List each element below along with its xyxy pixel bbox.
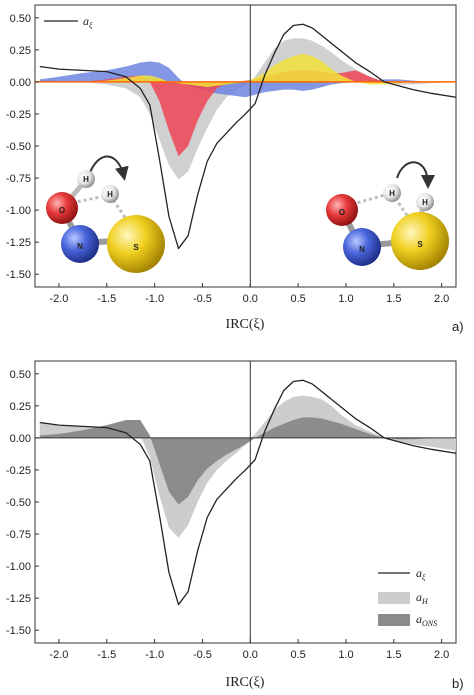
x-tick-label-a: 2.0 (434, 293, 449, 305)
atom-label-o-left: O (59, 206, 65, 215)
y-tick-label-b: -0.25 (6, 465, 31, 477)
series-line-b-2 (39, 379, 457, 606)
atom-label-h1-right: H (389, 189, 395, 198)
x-tick-label-a: 1.0 (338, 293, 353, 305)
legend-sub-b-h: H (421, 597, 429, 606)
atom-sphere-o-left (46, 192, 78, 224)
x-tick-label-b: -0.5 (193, 649, 212, 661)
atom-label-h2-right: H (422, 198, 428, 207)
x-tick-label-a: -1.0 (145, 293, 164, 305)
y-tick-label-b: -1.50 (6, 625, 31, 637)
y-tick-label-a: -0.50 (6, 141, 31, 153)
atom-label-h1-left: H (83, 175, 89, 184)
x-tick-label-a: 0.0 (243, 293, 258, 305)
x-tick-label-b: 1.5 (386, 649, 401, 661)
panel-label-a: a) (452, 319, 464, 334)
y-tick-label-a: -0.75 (6, 173, 31, 185)
atom-label-s-right: S (417, 240, 423, 249)
curved-arrow-right-icon (396, 161, 435, 189)
legend-label-b-h: aH (416, 590, 429, 606)
x-tick-label-b: 0.5 (290, 649, 305, 661)
panel-a: 0.50 0.25 0.00 -0.25 -0.50 -0.75 -1.00 -1.25 -1.… (6, 4, 464, 334)
legend-sub-a-xi: ξ (89, 21, 93, 30)
atom-label-h2-left: H (107, 190, 113, 199)
series-group-b (35, 361, 457, 643)
x-tick-label-a: -1.5 (97, 293, 116, 305)
atom-sphere-s-right (391, 212, 449, 270)
series-area-a-1 (39, 61, 456, 98)
x-tick-label-a: 1.5 (386, 293, 401, 305)
atom-label-n-right: N (359, 245, 365, 254)
series-area-b-1 (39, 417, 456, 505)
x-axis-title-b: IRC(ξ) (226, 675, 265, 690)
legend-swatch-b-ons (378, 614, 410, 626)
x-tick-label-b: -2.0 (49, 649, 68, 661)
ticks-group-a: 0.50 0.25 0.00 -0.25 -0.50 -0.75 -1.00 -1.25 -1.… (6, 13, 449, 305)
molecule-left: S N O H H (46, 155, 165, 273)
atom-label-n-left: N (77, 242, 83, 251)
x-tick-label-b: -1.5 (97, 649, 116, 661)
atom-label-s-left: S (133, 243, 139, 252)
molecule-right: S N O H H (326, 161, 449, 270)
legend-label-a-xi: aξ (83, 14, 93, 30)
atom-sphere-h1-right (383, 184, 401, 202)
y-tick-label-b: 0.50 (10, 369, 31, 381)
y-tick-label-a: 0.25 (10, 45, 31, 57)
atom-sphere-n-right (343, 228, 381, 266)
x-tick-label-b: 0.0 (243, 649, 258, 661)
curved-arrow-left-icon (88, 155, 129, 181)
x-axis-title-a: IRC(ξ) (226, 317, 265, 332)
atom-sphere-h2-right (416, 193, 434, 211)
series-group-a (35, 5, 457, 287)
y-tick-label-b: -1.25 (6, 593, 31, 605)
y-tick-label-b: -0.50 (6, 497, 31, 509)
y-tick-label-a: -1.00 (6, 205, 31, 217)
atom-label-o-right: O (339, 208, 345, 217)
x-tick-label-b: 2.0 (434, 649, 449, 661)
x-tick-label-a: -0.5 (193, 293, 212, 305)
atom-sphere-s-left (107, 215, 165, 273)
y-tick-label-a: 0.00 (10, 77, 31, 89)
y-tick-label-a: 0.50 (10, 13, 31, 25)
x-tick-label-a: 0.5 (290, 293, 305, 305)
legend-label-b-xi: aξ (416, 566, 426, 582)
y-tick-label-b: 0.00 (10, 433, 31, 445)
series-area-a-3 (39, 53, 456, 88)
x-tick-label-a: -2.0 (49, 293, 68, 305)
y-tick-label-a: -0.25 (6, 109, 31, 121)
ticks-group-b: 0.50 0.25 0.00 -0.25 -0.50 -0.75 -1.00 -1.25 -1.… (6, 369, 449, 661)
x-tick-label-b: -1.0 (145, 649, 164, 661)
atom-sphere-h1-left (77, 170, 95, 188)
legend-swatch-b-h (378, 592, 410, 604)
y-tick-label-b: -1.00 (6, 561, 31, 573)
legend-sub-b-ons: ONS (422, 619, 437, 628)
y-tick-label-b: 0.25 (10, 401, 31, 413)
legend-label-b-ons: aONS (416, 612, 437, 628)
y-tick-label-a: -1.50 (6, 269, 31, 281)
legend-b: aξ aH aONS (378, 566, 437, 628)
panel-b: 0.50 0.25 0.00 -0.25 -0.50 -0.75 -1.00 -1.25 -1.… (6, 360, 464, 691)
legend-sub-b-xi: ξ (422, 573, 426, 582)
panel-label-b: b) (452, 676, 464, 691)
y-tick-label-a: -1.25 (6, 237, 31, 249)
y-tick-label-b: -0.75 (6, 529, 31, 541)
x-tick-label-b: 1.0 (338, 649, 353, 661)
atom-sphere-o-right (326, 194, 358, 226)
atom-sphere-n-left (61, 225, 99, 263)
legend-a: aξ (44, 14, 93, 30)
series-line-a-4 (39, 23, 457, 250)
atom-sphere-h2-left (101, 185, 119, 203)
